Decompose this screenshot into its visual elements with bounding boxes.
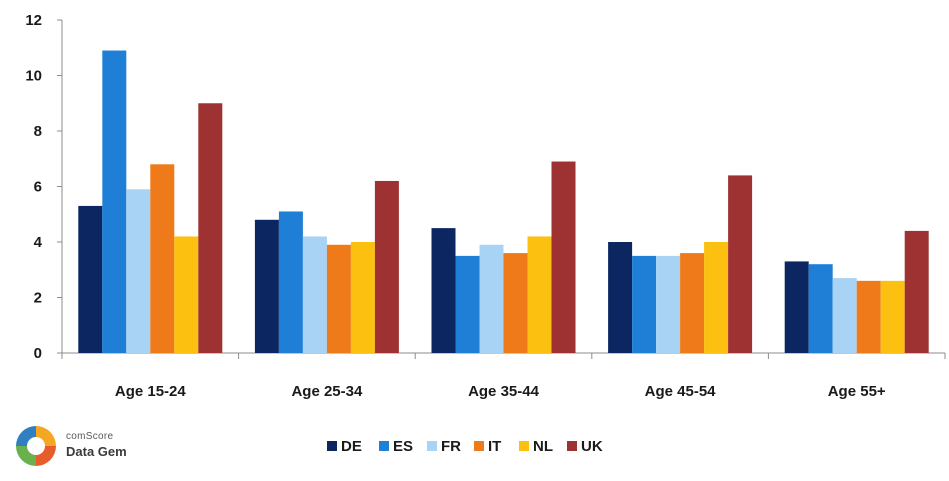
bar-uk-5 — [904, 230, 929, 353]
x-tick-label: Age 55+ — [828, 383, 886, 400]
y-tick-label: 2 — [34, 290, 42, 307]
bar-nl-3 — [527, 236, 552, 353]
bar-nl-1 — [174, 236, 199, 353]
bar-it-5 — [856, 280, 881, 353]
bar-de-1 — [78, 205, 103, 353]
x-tick-label: Age 25-34 — [291, 383, 363, 400]
comscore-logo-icon — [16, 426, 56, 466]
bar-uk-2 — [374, 180, 399, 353]
legend-label-fr: FR — [441, 438, 461, 455]
bar-fr-3 — [479, 244, 504, 353]
bar-de-3 — [431, 228, 456, 353]
y-tick-label: 6 — [34, 179, 42, 196]
bar-uk-1 — [198, 103, 223, 353]
bar-de-5 — [784, 261, 809, 353]
legend-swatch-nl — [519, 441, 529, 451]
bar-it-1 — [150, 164, 175, 353]
legend-swatch-es — [379, 441, 389, 451]
legend: DE ES FR IT NL UK — [327, 438, 603, 455]
legend-label-es: ES — [393, 438, 413, 455]
x-tick-label: Age 35-44 — [468, 383, 540, 400]
legend-swatch-uk — [567, 441, 577, 451]
y-tick-label: 10 — [25, 68, 42, 85]
logo-product-text: Data Gem — [66, 444, 127, 459]
logo-brand-text: comScore — [66, 431, 114, 442]
legend-label-uk: UK — [581, 438, 603, 455]
bar-fr-1 — [126, 189, 151, 353]
legend-label-it: IT — [488, 438, 501, 455]
y-tick-label: 4 — [34, 234, 43, 251]
bars — [78, 50, 929, 354]
bar-nl-4 — [704, 242, 729, 353]
comscore-logo: comScore Data Gem — [16, 426, 127, 466]
bar-uk-3 — [551, 161, 576, 353]
legend-swatch-fr — [427, 441, 437, 451]
bar-fr-2 — [302, 236, 327, 353]
bar-fr-4 — [656, 255, 681, 353]
legend-swatch-de — [327, 441, 337, 451]
x-tick-label: Age 45-54 — [645, 383, 717, 400]
bar-it-2 — [326, 244, 351, 353]
bar-es-3 — [455, 255, 480, 353]
legend-label-de: DE — [341, 438, 362, 455]
bar-nl-2 — [350, 242, 375, 353]
bar-es-1 — [102, 50, 127, 354]
bar-es-4 — [632, 255, 657, 353]
bar-es-2 — [278, 211, 303, 353]
bar-it-3 — [503, 253, 528, 353]
y-tick-label: 8 — [34, 123, 42, 140]
bar-de-2 — [254, 219, 279, 353]
y-tick-label: 12 — [25, 12, 42, 29]
x-tick-label: Age 15-24 — [115, 383, 187, 400]
bar-es-5 — [808, 264, 833, 353]
legend-swatch-it — [474, 441, 484, 451]
bar-fr-5 — [832, 278, 857, 353]
bar-nl-5 — [880, 280, 905, 353]
bar-it-4 — [680, 253, 705, 353]
y-tick-label: 0 — [34, 345, 42, 362]
bar-de-4 — [608, 242, 633, 353]
legend-label-nl: NL — [533, 438, 553, 455]
x-tick-labels: Age 15-24 Age 25-34 Age 35-44 Age 45-54 Age … — [115, 383, 886, 400]
bar-uk-4 — [728, 175, 753, 353]
